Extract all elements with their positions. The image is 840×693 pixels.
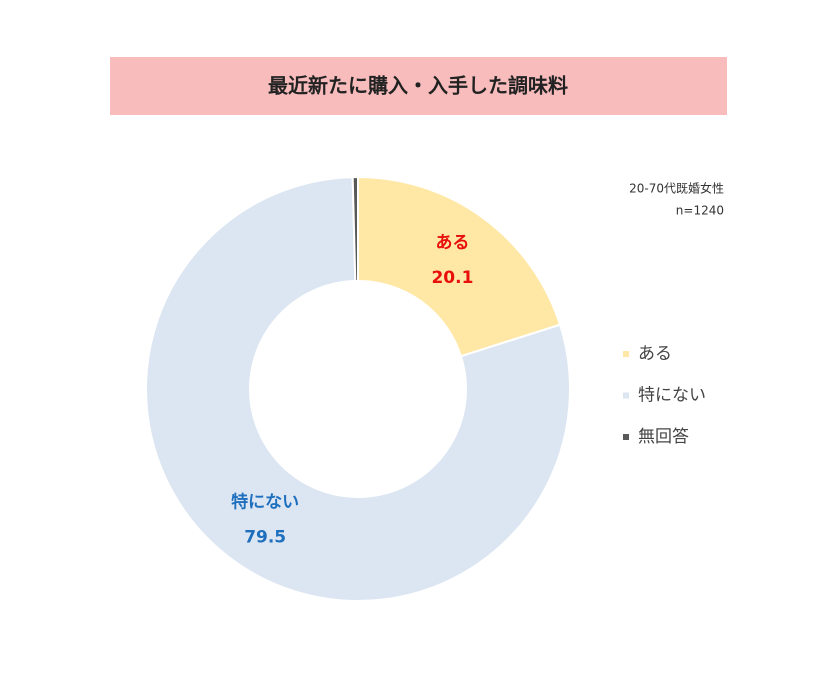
donut-slice	[351, 175, 359, 283]
chart-title: 最近新たに購入・入手した調味料	[268, 74, 568, 98]
data-label-name: ある	[435, 233, 469, 253]
legend-label: 無回答	[638, 427, 689, 447]
legend-label: 特にない	[638, 386, 706, 406]
donut-slice	[145, 176, 571, 602]
data-label-name: 特にない	[231, 491, 299, 512]
data-label: 79.5	[244, 527, 286, 547]
data-label: 20.1	[431, 268, 473, 288]
title-bar	[110, 57, 727, 115]
annotation: 20-70代既婚女性	[629, 181, 724, 196]
legend-swatch	[623, 434, 629, 440]
legend-swatch	[623, 351, 629, 357]
donut-slice	[357, 175, 562, 358]
annotation: n=1240	[676, 204, 724, 218]
legend-swatch	[623, 392, 629, 399]
legend-label: ある	[638, 344, 672, 364]
